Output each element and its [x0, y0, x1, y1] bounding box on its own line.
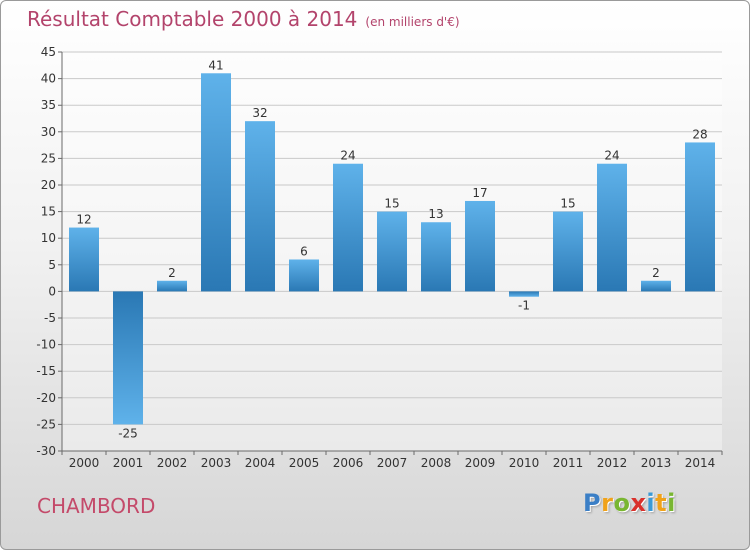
y-tick-label: -30 [36, 444, 56, 458]
y-tick-label: -5 [44, 311, 56, 325]
y-tick-label: 35 [41, 98, 56, 112]
bar [685, 142, 715, 292]
y-tick-label: 20 [41, 178, 56, 192]
x-tick-label: 2000 [69, 456, 100, 470]
x-tick-label: 2009 [465, 456, 496, 470]
x-tick-label: 2005 [289, 456, 320, 470]
y-tick-label: 15 [41, 205, 56, 219]
bar [465, 200, 495, 292]
data-label: 17 [472, 186, 487, 200]
x-tick-label: 2007 [377, 456, 408, 470]
data-label: 24 [604, 149, 619, 163]
x-tick-label: 2014 [685, 456, 716, 470]
x-tick-label: 2012 [597, 456, 628, 470]
data-label: 12 [76, 213, 91, 227]
bar [157, 280, 187, 292]
bar [509, 291, 539, 297]
data-label: 24 [340, 149, 355, 163]
logo-letter: i [667, 489, 676, 517]
data-label: -25 [118, 426, 138, 440]
bar [553, 211, 583, 292]
x-tick-label: 2002 [157, 456, 188, 470]
chart-title: Résultat Comptable 2000 à 2014 (en millie… [27, 7, 460, 31]
logo-letter: x [630, 489, 647, 517]
data-label: 28 [692, 127, 707, 141]
logo-letter: o [613, 489, 631, 517]
data-label: 15 [560, 197, 575, 211]
data-label: 2 [652, 266, 660, 280]
y-tick-label: 30 [41, 125, 56, 139]
bar [69, 227, 99, 292]
x-tick-label: 2006 [333, 456, 364, 470]
bar [421, 222, 451, 292]
x-tick-label: 2011 [553, 456, 584, 470]
data-label: 13 [428, 207, 443, 221]
data-label: 32 [252, 106, 267, 120]
proxiti-logo: Proxiti [583, 489, 676, 517]
data-label: 6 [300, 244, 308, 258]
data-label: 2 [168, 266, 176, 280]
y-tick-label: -15 [36, 364, 56, 378]
logo-letter: P [583, 489, 602, 517]
y-tick-label: 40 [41, 72, 56, 86]
y-tick-label: -10 [36, 338, 56, 352]
x-tick-label: 2001 [113, 456, 144, 470]
x-tick-label: 2008 [421, 456, 452, 470]
bar [201, 73, 231, 292]
y-tick-label: 10 [41, 231, 56, 245]
logo-letter: t [655, 489, 668, 517]
town-name: CHAMBORD [37, 494, 156, 518]
data-label: 15 [384, 197, 399, 211]
y-tick-label: 25 [41, 151, 56, 165]
bar [641, 280, 671, 292]
x-tick-label: 2004 [245, 456, 276, 470]
data-label: 41 [208, 58, 223, 72]
x-tick-label: 2003 [201, 456, 232, 470]
data-label: -1 [518, 299, 530, 313]
bar [245, 121, 275, 292]
bar [289, 259, 319, 292]
y-tick-label: 45 [41, 45, 56, 59]
bar [333, 163, 363, 292]
y-tick-label: -25 [36, 417, 56, 431]
bar [597, 163, 627, 292]
title-text: Résultat Comptable 2000 à 2014 [27, 7, 358, 31]
bar [113, 291, 143, 425]
logo-letter: i [646, 489, 656, 517]
y-tick-label: -20 [36, 391, 56, 405]
bar [377, 211, 407, 292]
chart-subtitle: (en milliers d'€) [365, 15, 460, 29]
logo-letter: r [601, 489, 614, 517]
x-tick-label: 2013 [641, 456, 672, 470]
y-tick-label: 5 [48, 258, 56, 272]
y-tick-label: 0 [48, 284, 56, 298]
x-tick-label: 2010 [509, 456, 540, 470]
